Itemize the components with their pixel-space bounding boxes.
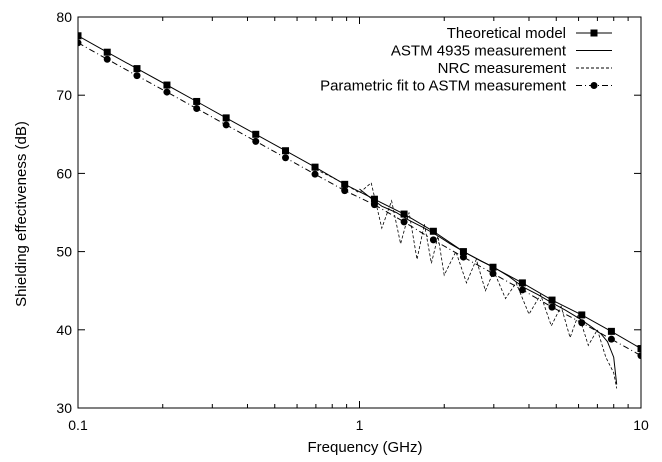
data-point	[78, 39, 82, 47]
data-point	[548, 303, 556, 311]
data-point	[222, 114, 230, 122]
y-tick-label: 40	[56, 322, 72, 338]
data-point	[637, 345, 641, 353]
data-point	[578, 319, 586, 327]
data-point	[607, 327, 615, 335]
plot-marks	[78, 32, 641, 389]
data-point	[163, 88, 171, 96]
data-point	[193, 97, 201, 105]
data-point	[578, 311, 586, 319]
data-point	[518, 279, 526, 287]
y-tick-label: 70	[56, 87, 72, 103]
data-point	[518, 286, 526, 294]
data-point	[548, 296, 556, 304]
data-point	[400, 210, 408, 218]
data-point	[193, 104, 201, 112]
legend-entry-label: NRC measurement	[438, 60, 567, 77]
data-point	[103, 55, 111, 63]
data-point	[252, 137, 260, 145]
data-point	[311, 170, 319, 178]
data-point	[341, 187, 349, 195]
y-tick-label: 60	[56, 165, 72, 181]
x-tick-label: 1	[356, 417, 364, 433]
data-point	[103, 48, 111, 56]
x-axis-label: Frequency (GHz)	[307, 439, 422, 456]
data-point	[459, 253, 467, 261]
legend-entry-label: Theoretical model	[447, 25, 566, 42]
legend-entry-label: Parametric fit to ASTM measurement	[320, 78, 567, 95]
data-point	[78, 32, 82, 40]
data-point	[163, 81, 171, 89]
data-point	[429, 236, 437, 244]
data-point	[282, 147, 290, 155]
data-point	[489, 269, 497, 277]
series-4	[78, 39, 641, 360]
legend-entry-label: ASTM 4935 measurement	[391, 43, 567, 60]
series-line	[315, 169, 618, 389]
legend-sample-marker	[590, 82, 598, 89]
series-line	[359, 188, 618, 385]
series-3	[315, 169, 618, 389]
data-point	[133, 72, 141, 80]
data-point	[370, 195, 378, 203]
x-tick-label: 0.1	[68, 417, 88, 433]
data-point	[370, 201, 378, 209]
series-line	[78, 42, 641, 357]
data-point	[400, 218, 408, 226]
series-line	[78, 35, 641, 350]
y-tick-label: 30	[56, 400, 72, 416]
y-axis-label: Shielding effectiveness (dB)	[13, 121, 30, 307]
data-point	[282, 154, 290, 162]
data-point	[133, 65, 141, 73]
data-point	[311, 163, 319, 171]
series-2	[359, 188, 618, 385]
y-tick-label: 50	[56, 244, 72, 260]
data-point	[252, 130, 260, 138]
data-point	[637, 352, 641, 360]
axes: 30 40 50 60 70 80 0.1 1 10	[56, 9, 649, 433]
y-tick-label: 80	[56, 9, 72, 25]
data-point	[222, 121, 230, 129]
data-point	[429, 227, 437, 235]
legend-sample-marker	[590, 29, 598, 37]
x-tick-label: 10	[633, 417, 649, 433]
data-point	[607, 335, 615, 343]
